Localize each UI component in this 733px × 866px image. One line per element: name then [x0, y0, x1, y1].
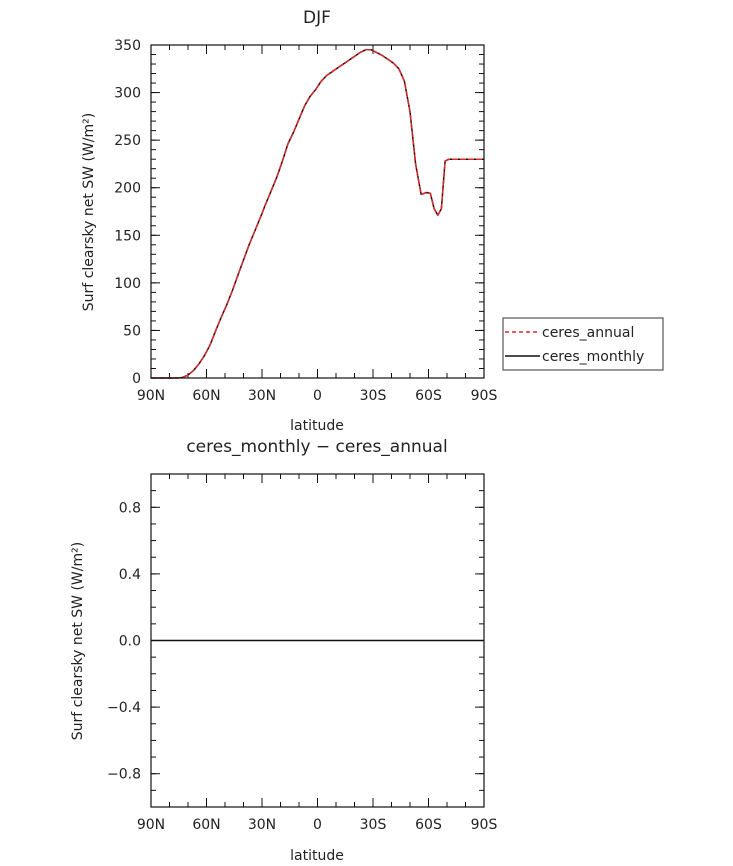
x-tick-label: 90N [137, 817, 165, 833]
y-tick-label: 0 [132, 371, 141, 387]
top-panel: DJF 0 50 100 150 200 250 300 350 90N 60N 30N 0 30S 6… [81, 8, 497, 434]
x-tick-label: 90S [471, 388, 498, 404]
legend-label-ceres-annual: ceres_annual [542, 325, 634, 341]
bottom-plot-frame [150, 473, 485, 808]
x-tick-label: 60N [192, 388, 220, 404]
x-tick-label: 60S [415, 817, 442, 833]
x-tick-label: 30N [248, 388, 276, 404]
y-tick-label: 0.4 [119, 567, 141, 583]
x-tick-label: 90S [471, 817, 498, 833]
top-y-axis-label: Surf clearsky net SW (W/m²) [81, 113, 97, 311]
y-tick-label: −0.8 [107, 767, 141, 783]
x-tick-label: 0 [313, 817, 322, 833]
bottom-y-axis-label: Surf clearsky net SW (W/m²) [70, 542, 86, 740]
legend-box [502, 317, 664, 371]
x-tick-label: 90N [137, 388, 165, 404]
y-tick-label: 0.0 [119, 634, 141, 650]
legend: ceres_annual ceres_monthly [502, 317, 664, 371]
top-plot-frame [150, 44, 485, 379]
x-tick-label: 60N [192, 817, 220, 833]
legend-label-ceres-monthly: ceres_monthly [542, 349, 644, 365]
y-tick-label: 0.8 [119, 500, 141, 516]
top-series [151, 49, 484, 379]
top-x-axis-label: latitude [290, 418, 344, 434]
series-line-ceres-monthly [151, 49, 484, 379]
top-y-tick-labels: 0 50 100 150 200 250 300 350 [114, 38, 141, 387]
y-tick-label: 100 [114, 276, 141, 292]
y-tick-label: 150 [114, 228, 141, 244]
bottom-y-tick-labels: 0.8 0.4 0.0 −0.4 −0.8 [107, 500, 141, 782]
x-tick-label: 30S [360, 388, 387, 404]
x-tick-label: 60S [415, 388, 442, 404]
x-tick-label: 0 [313, 388, 322, 404]
top-x-tick-labels: 90N 60N 30N 0 30S 60S 90S [137, 388, 498, 404]
bottom-panel: ceres_monthly − ceres_annual 0.8 0.4 0.0 −0… [70, 437, 497, 864]
y-tick-label: 300 [114, 86, 141, 102]
y-tick-label: 350 [114, 38, 141, 54]
y-tick-label: 200 [114, 181, 141, 197]
bottom-x-tick-labels: 90N 60N 30N 0 30S 60S 90S [137, 817, 498, 833]
y-tick-label: −0.4 [107, 700, 141, 716]
top-title: DJF [303, 8, 331, 28]
x-tick-label: 30S [360, 817, 387, 833]
y-tick-label: 50 [123, 323, 141, 339]
bottom-title: ceres_monthly − ceres_annual [186, 437, 447, 457]
top-ticks [150, 44, 485, 379]
series-line-ceres-annual [151, 49, 484, 379]
x-tick-label: 30N [248, 817, 276, 833]
y-tick-label: 250 [114, 133, 141, 149]
bottom-x-axis-label: latitude [290, 848, 344, 864]
